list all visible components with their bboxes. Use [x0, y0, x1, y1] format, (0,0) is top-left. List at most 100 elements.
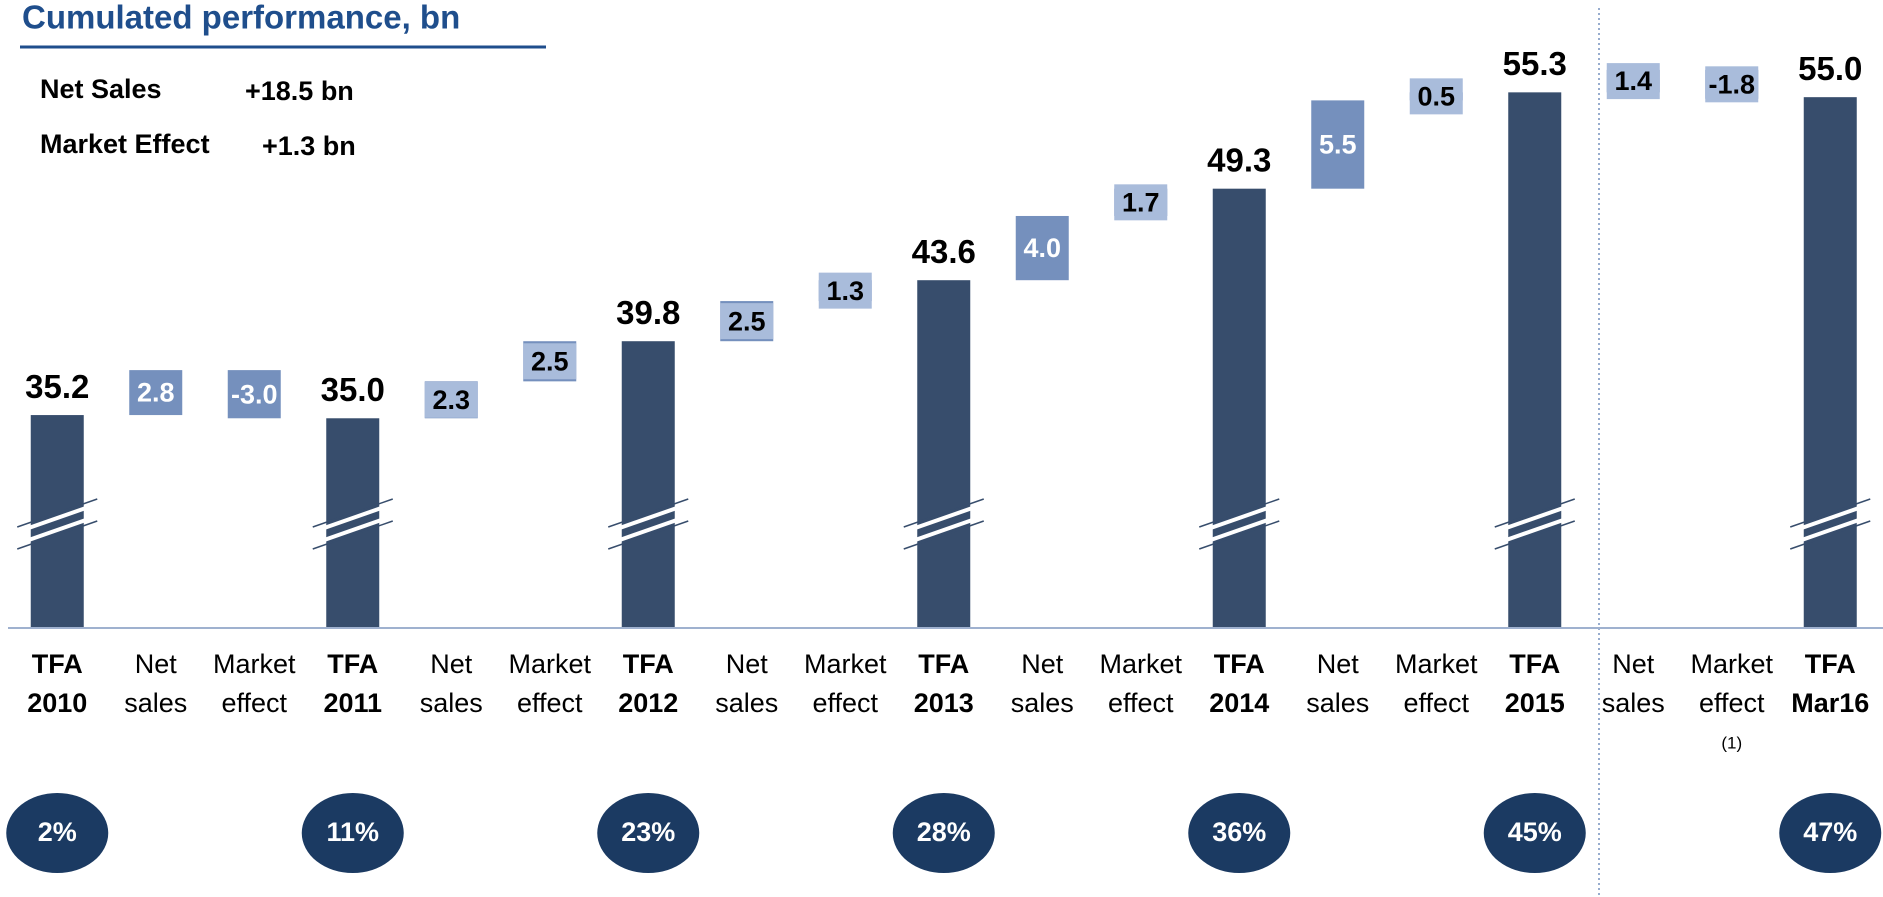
axis-break: [1789, 514, 1871, 546]
chart-title: Cumulated performance, bn: [22, 0, 460, 36]
x-tick-label-line: TFA: [32, 649, 83, 679]
x-tick-label: TFA Mar16: [1791, 649, 1869, 718]
value-label: 35.2: [25, 368, 89, 405]
label-box: [424, 381, 478, 418]
x-tick-label: Market effect: [1690, 649, 1773, 718]
total-bar: [1803, 97, 1857, 627]
delta-bar: [129, 370, 183, 416]
x-tick-label-line: Market: [508, 649, 591, 679]
axis-break: [1789, 502, 1871, 534]
x-tick-label-line: Net: [430, 649, 473, 679]
delta-bar: [1311, 100, 1365, 189]
axis-break: [16, 502, 98, 534]
x-tick-label: Market effect: [804, 649, 887, 718]
x-tick-label: TFA 2011: [323, 649, 382, 718]
x-tick-label: Market effect: [1099, 649, 1182, 718]
x-tick-label-line: 2014: [1209, 688, 1269, 718]
share-label: 28%: [917, 817, 971, 847]
share-badge: [1188, 793, 1291, 873]
x-tick-label-line: sales: [1011, 688, 1074, 718]
x-tick-label: Net sales: [1306, 649, 1369, 718]
share-badge: [301, 793, 404, 873]
x-tick-label-line: effect: [1108, 688, 1174, 718]
label-box: [818, 272, 872, 309]
x-tick-label-line: sales: [420, 688, 483, 718]
x-tick-label-line: 2012: [618, 688, 678, 718]
label-box: [1409, 78, 1463, 115]
share-label: 36%: [1212, 817, 1266, 847]
x-tick-label: Market effect: [213, 649, 296, 718]
axis-break-edge: [608, 520, 689, 550]
axis-break-edge: [1790, 498, 1871, 528]
x-tick-label-line: Market: [1395, 649, 1478, 679]
summary-label: Market Effect: [40, 129, 210, 159]
axis-break-edge: [1790, 520, 1871, 550]
axis-break-edge: [312, 498, 393, 528]
x-tick-label-line: sales: [1602, 688, 1665, 718]
x-tick-label: Net sales: [420, 649, 483, 718]
axis-break-edge: [17, 498, 98, 528]
x-tick-label-line: sales: [124, 688, 187, 718]
label-box: [1606, 63, 1660, 100]
x-tick-label-line: TFA: [918, 649, 969, 679]
x-tick-label-line: effect: [1403, 688, 1469, 718]
total-bar: [1508, 92, 1562, 628]
axis-break-edge: [1199, 498, 1280, 528]
x-tick-label-line: 2013: [914, 688, 974, 718]
share-badge: [1779, 793, 1882, 873]
share-label: 47%: [1803, 817, 1857, 847]
footnote: (1): [1721, 733, 1742, 752]
value-label: 0.5: [1417, 81, 1455, 111]
value-label: 2.8: [137, 378, 175, 408]
delta-bar: [227, 370, 281, 419]
x-tick-label-line: TFA: [1214, 649, 1265, 679]
share-badge: [597, 793, 700, 873]
value-label: -1.8: [1708, 69, 1755, 99]
x-tick-label: TFA 2012: [618, 649, 678, 718]
x-tick-label-line: Net: [726, 649, 769, 679]
x-tick-label: TFA 2014: [1209, 649, 1269, 718]
x-tick-label: Market effect: [508, 649, 591, 718]
summary-value: +18.5 bn: [245, 76, 354, 106]
value-label: 49.3: [1207, 141, 1271, 178]
x-tick-label: TFA 2010: [27, 649, 87, 718]
x-tick-label: Net sales: [1011, 649, 1074, 718]
total-bar: [917, 280, 971, 627]
x-tick-label: TFA 2015: [1505, 649, 1565, 718]
axis-break: [312, 514, 394, 546]
share-badge: [1483, 793, 1586, 873]
axis-break: [607, 502, 689, 534]
value-label: 35.0: [321, 371, 385, 408]
axis-break-edge: [1494, 498, 1575, 528]
share-label: 23%: [621, 817, 675, 847]
x-tick-label-line: Market: [1099, 649, 1182, 679]
summary-value: +1.3 bn: [262, 131, 356, 161]
x-tick-label-line: TFA: [623, 649, 674, 679]
label-box: [1705, 66, 1759, 103]
x-tick-label-line: TFA: [327, 649, 378, 679]
x-tick-label-line: effect: [812, 688, 878, 718]
value-label: 1.3: [826, 276, 864, 306]
axis-break: [903, 502, 985, 534]
x-tick-label-line: TFA: [1509, 649, 1560, 679]
value-label: -3.0: [231, 379, 278, 409]
label-box: [1114, 184, 1168, 221]
x-tick-label-line: effect: [517, 688, 583, 718]
value-label: 55.3: [1503, 45, 1567, 82]
summary-label: Net Sales: [40, 74, 162, 104]
value-label: 5.5: [1319, 130, 1357, 160]
x-tick-label-line: TFA: [1805, 649, 1856, 679]
axis-break-edge: [1494, 520, 1575, 550]
value-label: 43.6: [912, 233, 976, 270]
share-label: 2%: [38, 817, 77, 847]
share-label: 11%: [326, 817, 379, 847]
x-tick-label-line: 2011: [323, 688, 382, 718]
x-tick-label-line: Market: [1690, 649, 1773, 679]
share-badge: [6, 793, 109, 873]
x-tick-label-line: 2010: [27, 688, 87, 718]
total-bar: [621, 341, 675, 627]
x-tick-label-line: Net: [135, 649, 178, 679]
value-label: 2.5: [728, 306, 766, 336]
x-tick-label: Net sales: [1602, 649, 1665, 718]
